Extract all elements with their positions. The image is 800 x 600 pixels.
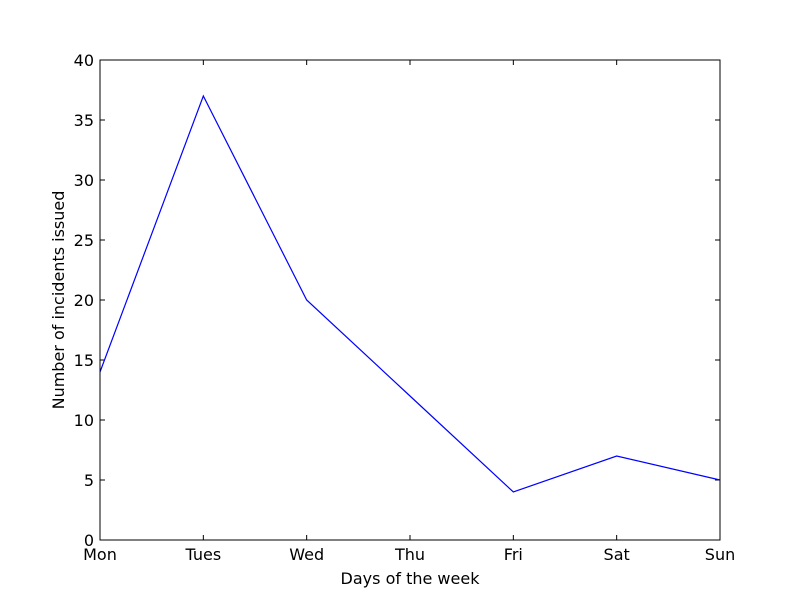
y-tick-label: 20 <box>74 291 94 310</box>
y-tick-label: 5 <box>84 471 94 490</box>
x-tick-label: Fri <box>504 545 523 564</box>
x-tick-label: Sat <box>604 545 630 564</box>
x-tick-label: Sun <box>705 545 735 564</box>
plot-frame <box>99 59 721 541</box>
y-tick-label: 10 <box>74 411 94 430</box>
y-tick-label: 0 <box>84 531 94 550</box>
y-tick-label: 25 <box>74 231 94 250</box>
x-axis-label: Days of the week <box>341 569 481 588</box>
y-axis-label: Number of incidents issued <box>49 191 68 410</box>
x-tick-label: Mon <box>83 545 117 564</box>
y-tick-label: 35 <box>74 111 94 130</box>
y-tick-label: 30 <box>74 171 94 190</box>
x-tick-label: Thu <box>394 545 425 564</box>
line-series <box>99 94 721 493</box>
x-tick-label: Wed <box>289 545 324 564</box>
x-tick-label: Tues <box>184 545 221 564</box>
y-tick-label: 15 <box>74 351 94 370</box>
y-tick-label: 40 <box>74 51 94 70</box>
